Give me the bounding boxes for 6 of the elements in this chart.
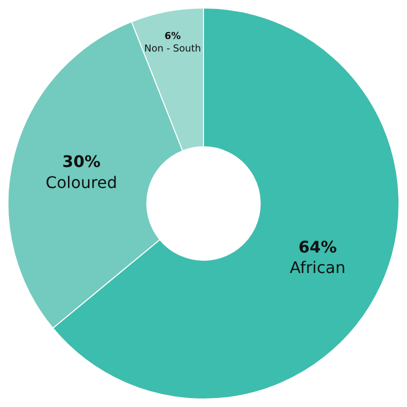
data-label: 6% bbox=[164, 30, 182, 42]
data-label: 30% bbox=[62, 152, 101, 172]
slice-label: Coloured bbox=[46, 173, 118, 192]
slice-label: Non - South bbox=[144, 43, 202, 54]
data-label: 64% bbox=[298, 237, 337, 256]
slice-label: African bbox=[290, 258, 346, 278]
